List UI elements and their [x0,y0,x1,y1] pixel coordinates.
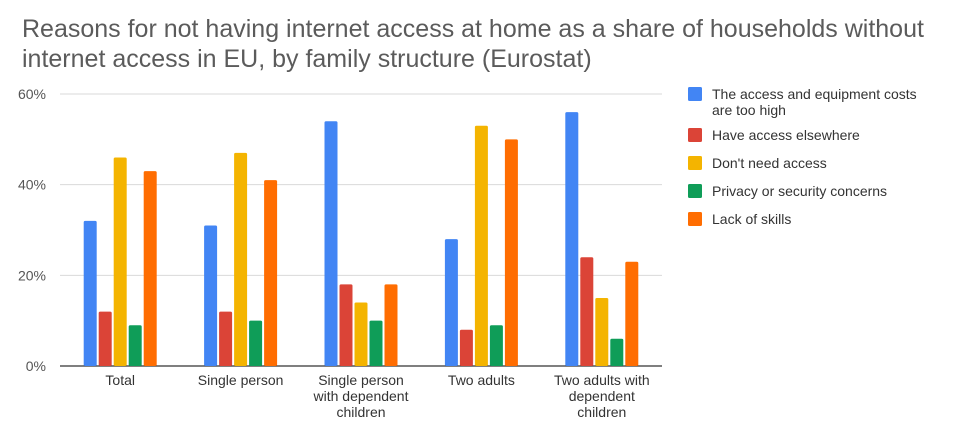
bar-1-1 [219,311,233,366]
bar-4-0 [143,171,157,366]
y-tick-label: 0% [26,358,46,374]
legend-label: The access and equipment costs [712,86,917,102]
bar-2-4 [595,298,609,366]
legend-label: Don't need access [712,155,827,171]
bar-1-3 [459,329,473,366]
bar-0-4 [565,112,579,366]
x-category-label: children [336,404,385,420]
y-tick-label: 40% [18,177,46,193]
bar-3-4 [610,338,624,366]
legend-swatch [688,184,702,198]
bar-1-4 [580,257,594,366]
legend-swatch [688,128,702,142]
bar-2-0 [113,157,127,366]
bar-0-3 [444,239,458,366]
bar-4-3 [504,139,518,366]
legend-label: are too high [712,102,786,118]
x-category-label: Single person [318,372,404,388]
bar-0-1 [204,225,218,366]
bar-2-1 [234,152,248,366]
bar-0-0 [83,220,97,366]
bar-1-0 [98,311,112,366]
legend-swatch [688,156,702,170]
x-category-label: Two adults with [554,372,650,388]
y-tick-label: 60% [18,86,46,102]
legend-label: Lack of skills [712,211,791,227]
bar-2-2 [354,302,368,366]
legend-swatch [688,87,702,101]
x-category-label: Single person [198,372,284,388]
x-category-label: children [577,404,626,420]
bar-3-2 [369,320,383,366]
x-category-label: Two adults [448,372,515,388]
y-tick-label: 20% [18,267,46,283]
bar-4-2 [384,284,398,366]
bar-3-3 [489,325,503,366]
x-category-label: Total [105,372,135,388]
bar-4-4 [625,261,639,366]
bar-4-1 [264,180,278,366]
bars [83,112,639,366]
y-axis-ticks: 0% 20% 40% 60% [18,86,46,374]
bar-1-2 [339,284,353,366]
chart-title: Reasons for not having internet access a… [22,15,924,73]
legend-swatch [688,212,702,226]
legend-label: Have access elsewhere [712,127,860,143]
bar-3-0 [128,325,142,366]
bar-0-2 [324,121,338,366]
legend-label: Privacy or security concerns [712,183,887,199]
bar-3-1 [249,320,263,366]
bar-2-3 [474,125,488,366]
x-category-label: dependent [569,388,635,404]
x-category-label: with dependent [313,388,409,404]
